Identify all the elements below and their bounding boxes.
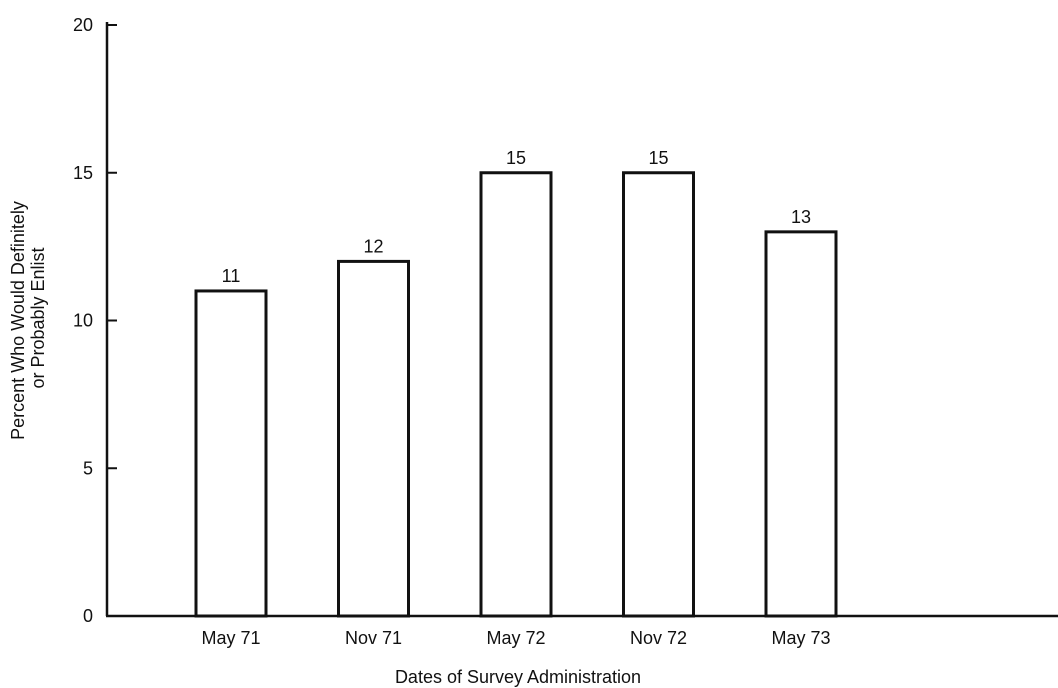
x-category-label: Nov 72 bbox=[630, 628, 687, 648]
y-tick-label: 10 bbox=[73, 311, 93, 331]
bars bbox=[194, 171, 838, 618]
y-axis-title-line-2: or Probably Enlist bbox=[28, 247, 48, 388]
y-axis-ticks: 0 5 10 15 20 bbox=[73, 15, 117, 626]
bar-value-label: 13 bbox=[791, 207, 811, 227]
y-axis-title-line-1: Percent Who Would Definitely bbox=[8, 201, 28, 440]
y-tick-label: 0 bbox=[83, 606, 93, 626]
bar bbox=[479, 171, 553, 618]
y-tick-label: 5 bbox=[83, 458, 93, 478]
bar-value-label: 12 bbox=[363, 236, 383, 256]
category-labels: May 71 Nov 71 May 72 Nov 72 May 73 bbox=[201, 628, 830, 648]
bar bbox=[337, 259, 410, 618]
x-category-label: May 72 bbox=[486, 628, 545, 648]
y-axis-title: Percent Who Would Definitely or Probably… bbox=[8, 196, 48, 440]
bar-value-label: 11 bbox=[222, 266, 241, 286]
bar bbox=[622, 171, 695, 618]
x-axis-title: Dates of Survey Administration bbox=[395, 667, 641, 687]
y-axis: 0 5 10 15 20 bbox=[73, 15, 117, 626]
bar-value-label: 15 bbox=[506, 148, 526, 168]
bar bbox=[194, 289, 268, 618]
y-tick-label: 20 bbox=[73, 15, 93, 35]
bar-value-label: 15 bbox=[648, 148, 668, 168]
y-tick-label: 15 bbox=[73, 163, 93, 183]
data-labels: 11 12 15 15 13 bbox=[222, 148, 811, 286]
x-category-label: Nov 71 bbox=[345, 628, 402, 648]
bar bbox=[764, 230, 838, 618]
x-category-label: May 71 bbox=[201, 628, 260, 648]
x-category-label: May 73 bbox=[771, 628, 830, 648]
